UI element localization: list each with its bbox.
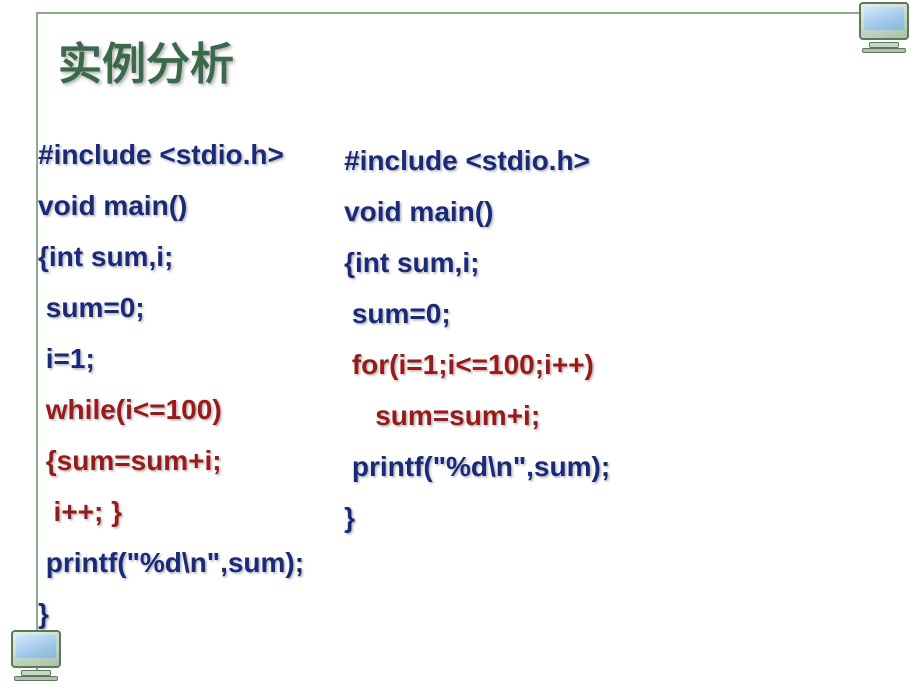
right-code-column: #include <stdio.h>void main(){int sum,i;… [344,136,610,640]
code-line: printf("%d\n",sum); [38,538,304,589]
code-line: {sum=sum+i; [38,436,304,487]
code-line: i=1; [38,334,304,385]
code-line: #include <stdio.h> [38,130,304,181]
code-line: i++; } [38,487,304,538]
code-line: sum=sum+i; [344,391,610,442]
code-line: #include <stdio.h> [344,136,610,187]
code-line: } [344,493,610,544]
code-line: while(i<=100) [38,385,304,436]
code-line: } [38,589,304,640]
code-line: printf("%d\n",sum); [344,442,610,493]
code-line: for(i=1;i<=100;i++) [344,340,610,391]
left-code-column: #include <stdio.h>void main(){int sum,i;… [38,130,304,640]
code-line: void main() [38,181,304,232]
code-columns: #include <stdio.h>void main(){int sum,i;… [38,130,610,640]
code-line: {int sum,i; [38,232,304,283]
code-line: sum=0; [38,283,304,334]
code-line: void main() [344,187,610,238]
code-line: sum=0; [344,289,610,340]
code-line: {int sum,i; [344,238,610,289]
computer-icon [4,630,68,688]
slide-title: 实例分析 [58,28,234,92]
computer-icon [852,2,916,60]
